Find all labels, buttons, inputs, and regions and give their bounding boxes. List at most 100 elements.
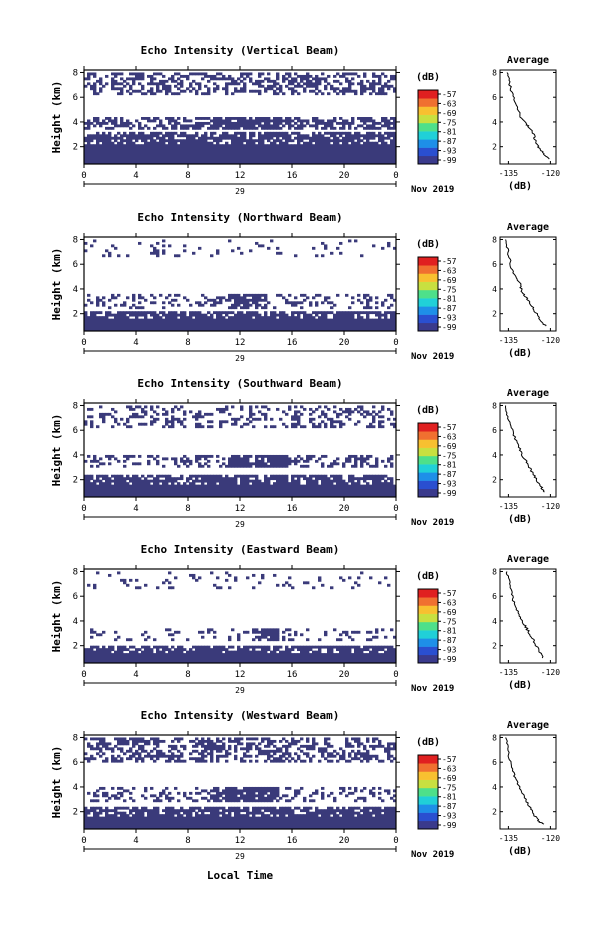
heatmap-cell <box>228 326 232 329</box>
heatmap-cell <box>369 328 373 332</box>
heatmap-cell <box>126 494 130 498</box>
heatmap-cell <box>306 144 310 148</box>
colorbar-tick-label: -99 <box>442 489 457 498</box>
heatmap-cell <box>321 144 325 148</box>
heatmap-cell <box>162 159 166 162</box>
heatmap-cell <box>390 462 394 466</box>
heatmap-cell <box>273 146 277 150</box>
heatmap-cell <box>210 77 214 81</box>
heatmap-cell <box>276 477 280 481</box>
heatmap-cell <box>330 119 334 123</box>
heatmap-cell <box>324 244 328 248</box>
colorbar-segment <box>418 155 438 165</box>
heatmap-cell <box>180 650 184 654</box>
heatmap-cell <box>336 149 340 153</box>
heatmap-cell <box>189 303 193 307</box>
heatmap-cell <box>192 655 196 659</box>
heatmap-cell <box>204 318 208 322</box>
colorbar-segment <box>418 431 438 440</box>
heatmap-cell <box>183 655 187 659</box>
heatmap-cell <box>336 131 340 135</box>
heatmap-cell <box>138 648 142 652</box>
heatmap-cell <box>300 457 304 461</box>
heatmap-cell <box>195 328 199 332</box>
heatmap-cell <box>258 296 262 300</box>
heatmap-cell <box>153 77 157 81</box>
heatmap-cell <box>249 311 253 315</box>
heatmap-cell <box>384 151 388 155</box>
heatmap-cell <box>270 146 274 150</box>
heatmap-cell <box>342 144 346 148</box>
colorbar-tick-label: -75 <box>442 451 457 460</box>
heatmap-cell <box>264 303 268 307</box>
heatmap-cell <box>162 79 166 83</box>
heatmap-cell <box>231 459 235 463</box>
heatmap-cell <box>363 487 367 490</box>
heatmap-cell <box>255 464 259 468</box>
heatmap-cell <box>165 482 169 486</box>
heatmap-cell <box>366 477 370 481</box>
heatmap-cell <box>186 492 190 495</box>
heatmap-cell <box>369 425 373 429</box>
heatmap-cell <box>261 149 265 153</box>
heatmap-cell <box>372 119 376 123</box>
heatmap-cell <box>213 479 217 483</box>
heatmap-cell <box>258 482 262 486</box>
heatmap-cell <box>135 405 139 409</box>
panel-4: Echo Intensity (Eastward Beam)2468Height… <box>50 543 560 695</box>
y-axis-label: Height (km) <box>50 81 63 154</box>
heatmap-cell <box>255 306 259 310</box>
heatmap-cell <box>192 141 196 145</box>
heatmap-cell <box>177 293 181 297</box>
heatmap-cell <box>279 89 283 93</box>
heatmap-cell <box>171 141 175 145</box>
y-tick-label: 2 <box>73 310 78 320</box>
heatmap-cell <box>378 144 382 148</box>
heatmap-cell <box>267 77 271 81</box>
heatmap-cell <box>345 146 349 150</box>
heatmap-cell <box>306 154 310 157</box>
heatmap-cell <box>171 126 175 130</box>
profile-line <box>505 239 547 327</box>
heatmap-cell <box>261 144 265 148</box>
heatmap-cell <box>366 298 370 302</box>
heatmap-cell <box>348 494 352 498</box>
heatmap-cell <box>273 82 277 86</box>
heatmap-cell <box>246 306 250 310</box>
heatmap-cell <box>369 136 373 140</box>
heatmap-cell <box>177 77 181 81</box>
heatmap-cell <box>108 655 112 659</box>
heatmap-cell <box>231 303 235 307</box>
heatmap-cell <box>141 146 145 150</box>
heatmap-cell <box>210 144 214 148</box>
heatmap-cell <box>186 156 190 160</box>
heatmap-cell <box>135 489 139 493</box>
heatmap-cell <box>360 487 364 490</box>
heatmap-cell <box>156 650 160 654</box>
heatmap-cell <box>297 141 301 145</box>
heatmap-cell <box>315 482 319 486</box>
heatmap-cell <box>375 151 379 155</box>
heatmap-cell <box>135 146 139 150</box>
heatmap-cell <box>228 117 232 120</box>
heatmap-cell <box>225 474 229 478</box>
heatmap-cell <box>231 136 235 140</box>
heatmap-cell <box>171 311 175 315</box>
heatmap-cell <box>102 489 106 493</box>
heatmap-cell <box>321 464 325 468</box>
heatmap-cell <box>252 301 256 305</box>
heatmap-cell <box>180 311 184 315</box>
heatmap-cell <box>345 72 349 76</box>
heatmap-cell <box>318 321 322 324</box>
heatmap-cell <box>288 487 292 490</box>
heatmap-cell <box>99 492 103 495</box>
heatmap-cell <box>393 134 397 138</box>
heatmap-cell <box>123 489 127 493</box>
heatmap-cell <box>138 489 142 493</box>
heatmap-cell <box>153 487 157 490</box>
heatmap-cell <box>201 154 205 157</box>
heatmap-cell <box>159 79 163 83</box>
heatmap-cell <box>192 489 196 493</box>
heatmap-cell <box>228 161 232 165</box>
heatmap-cell <box>201 425 205 429</box>
